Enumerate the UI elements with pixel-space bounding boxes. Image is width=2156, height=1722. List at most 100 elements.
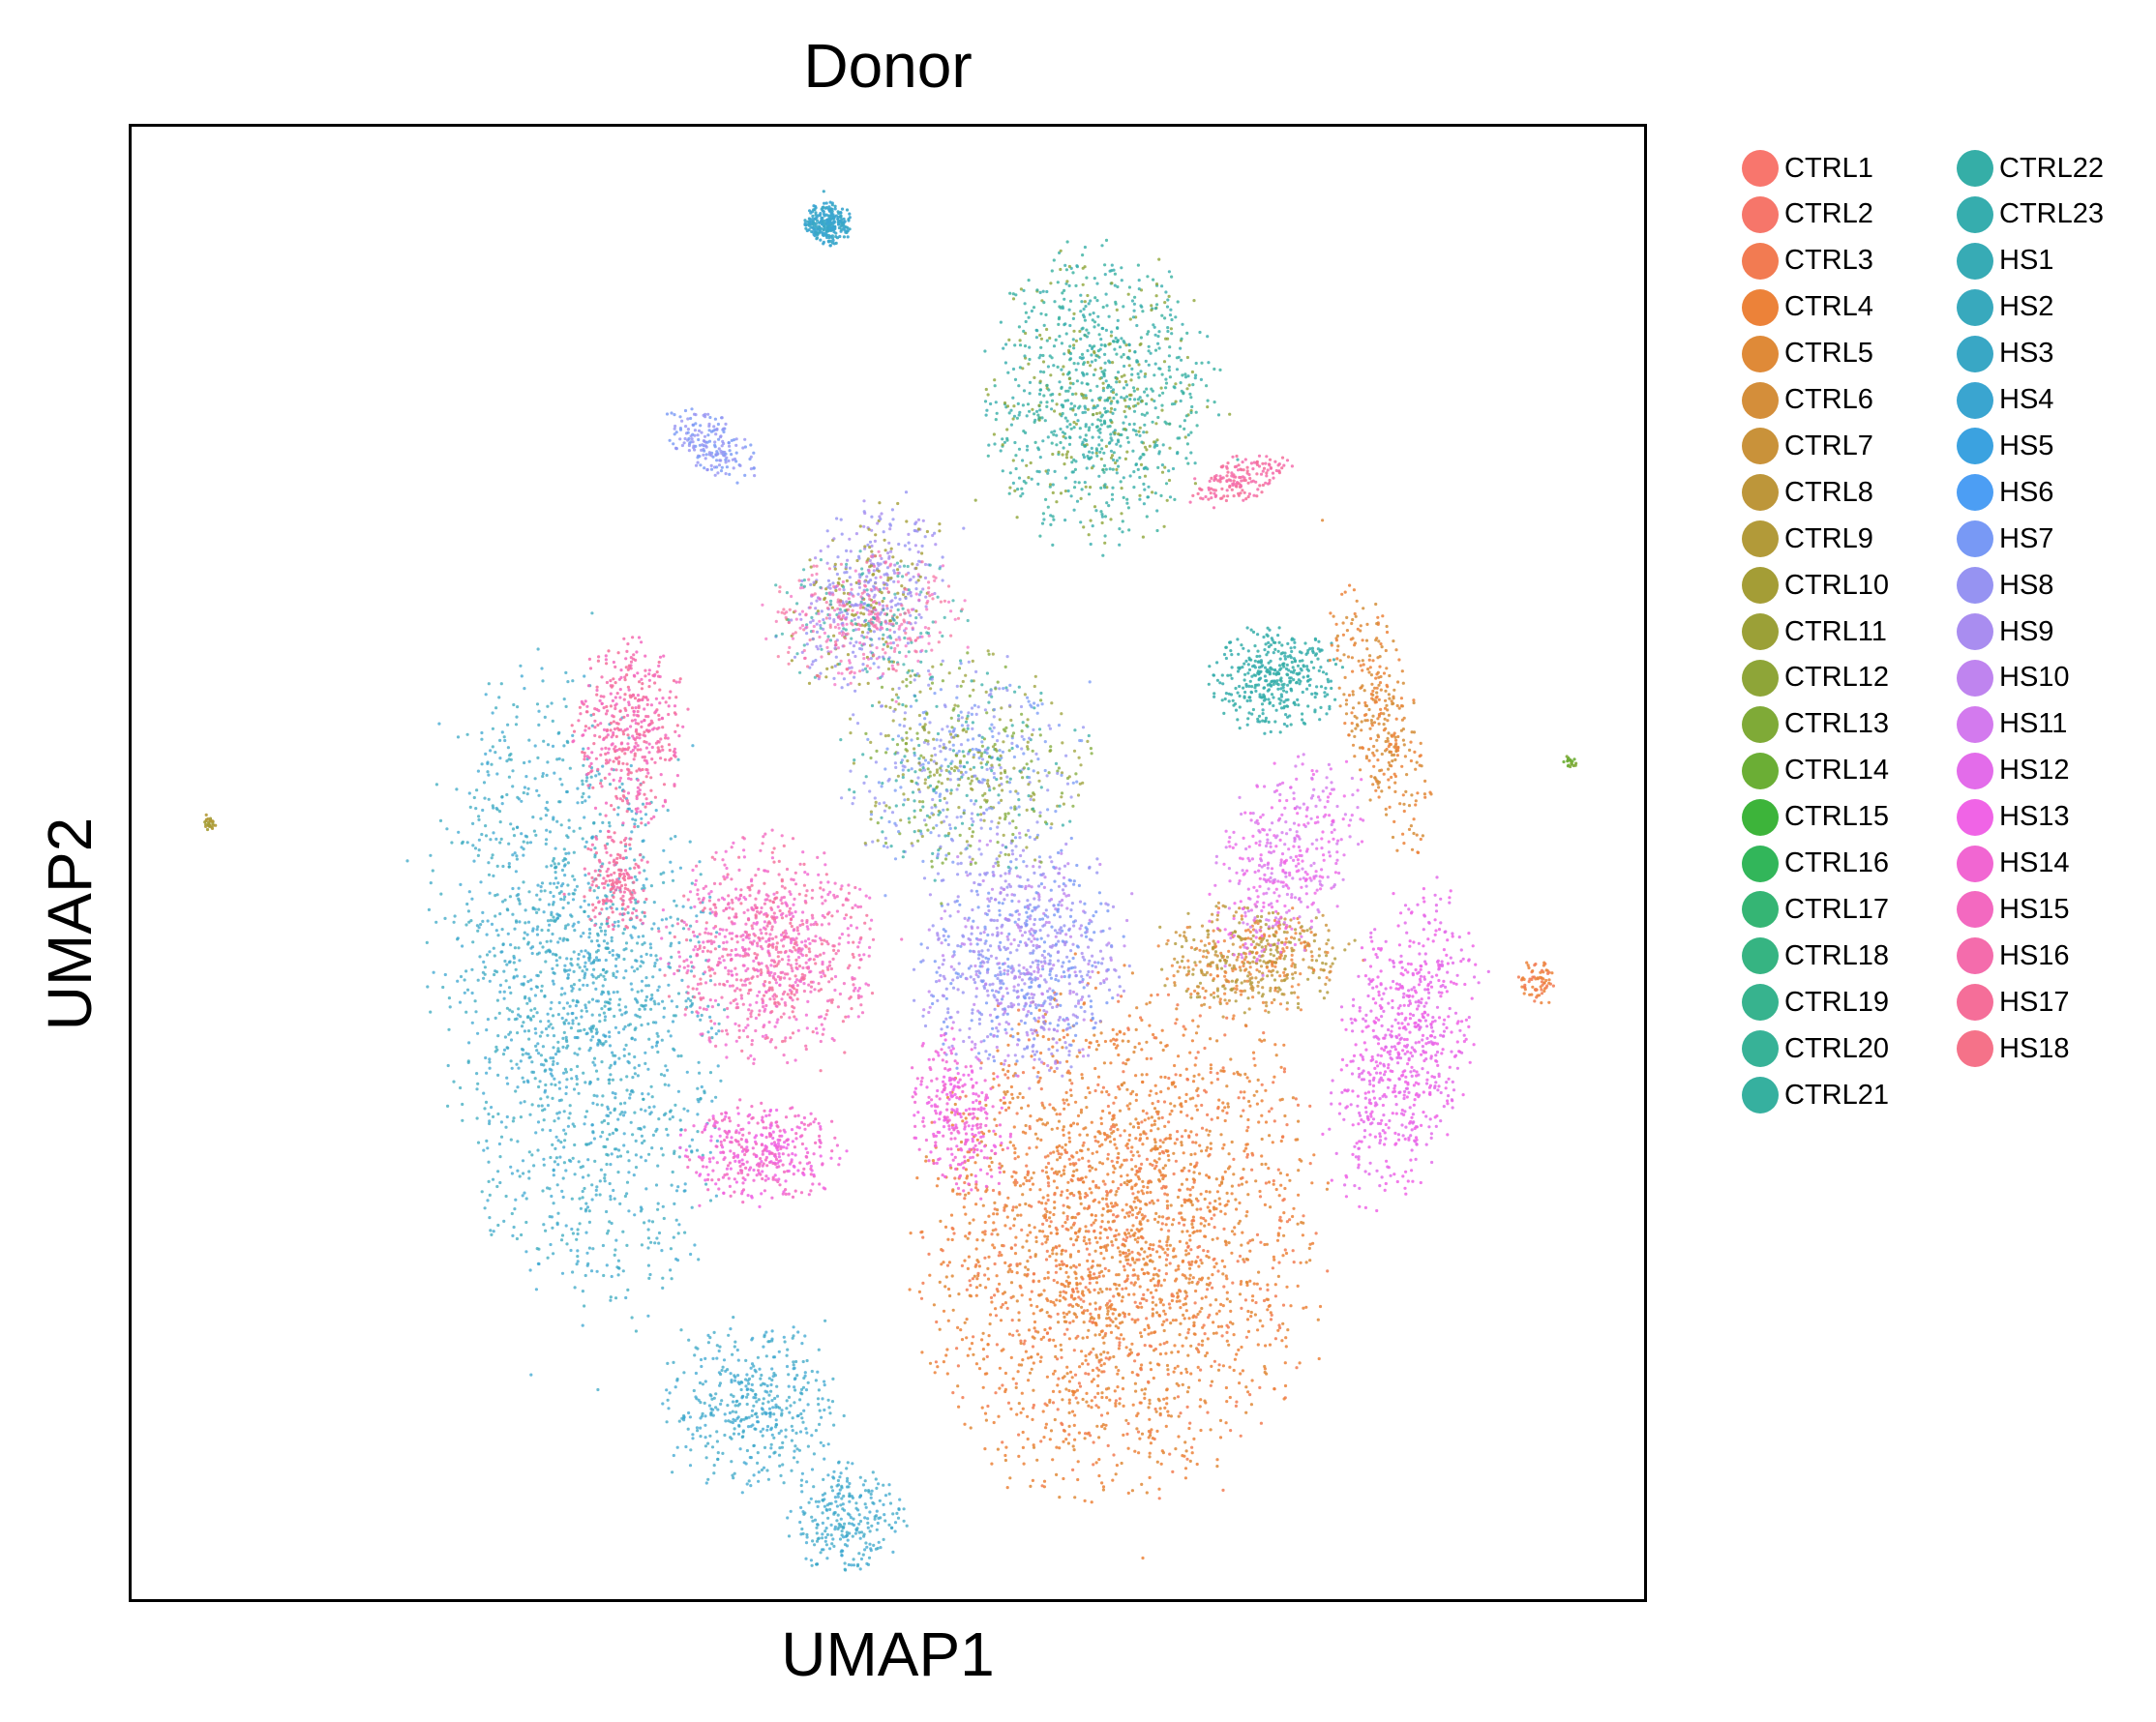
scatter-point: [601, 1094, 605, 1098]
scatter-point: [496, 934, 500, 937]
scatter-point: [699, 1416, 703, 1420]
scatter-point: [1115, 1229, 1119, 1232]
scatter-point: [1099, 1329, 1103, 1334]
scatter-point: [600, 990, 604, 994]
scatter-point: [674, 1189, 679, 1193]
scatter-point: [1140, 1213, 1144, 1217]
scatter-point: [1239, 1372, 1243, 1376]
scatter-point: [710, 1445, 715, 1449]
scatter-point: [627, 1171, 631, 1174]
scatter-point: [1117, 1347, 1121, 1351]
scatter-point: [776, 1405, 780, 1409]
scatter-point: [494, 929, 498, 933]
scatter-point: [464, 1010, 468, 1014]
scatter-point: [1051, 1401, 1056, 1405]
scatter-point: [956, 1325, 960, 1329]
scatter-point: [646, 1092, 650, 1096]
scatter-point: [676, 1232, 680, 1235]
scatter-point: [1002, 1244, 1005, 1248]
scatter-point: [1229, 1057, 1233, 1061]
scatter-point: [1063, 1165, 1066, 1169]
scatter-point: [663, 1083, 667, 1086]
scatter-point: [1101, 1488, 1105, 1492]
scatter-point: [1166, 1235, 1170, 1239]
scatter-point: [838, 215, 843, 219]
scatter-point: [595, 896, 599, 900]
scatter-point: [1160, 1115, 1164, 1119]
scatter-point: [1099, 1251, 1103, 1256]
scatter-point: [471, 844, 475, 847]
scatter-point: [630, 988, 634, 992]
scatter-point: [764, 1411, 768, 1415]
scatter-point: [1025, 1274, 1029, 1278]
scatter-point: [1187, 1277, 1191, 1281]
scatter-point: [512, 976, 516, 980]
scatter-point: [1106, 1351, 1110, 1354]
scatter-point: [1146, 1271, 1150, 1275]
scatter-point: [708, 1336, 712, 1340]
scatter-point: [1000, 1253, 1003, 1257]
scatter-point: [819, 1551, 823, 1555]
scatter-point: [1153, 1147, 1157, 1151]
scatter-point: [554, 1135, 558, 1139]
scatter-point: [552, 1059, 555, 1063]
scatter-point: [1009, 1281, 1014, 1285]
scatter-point: [1166, 993, 1171, 996]
scatter-point: [709, 1410, 713, 1414]
scatter-point: [1017, 1454, 1021, 1458]
scatter-point: [1048, 1438, 1052, 1441]
scatter-point: [609, 1007, 613, 1011]
scatter-point: [584, 961, 587, 965]
scatter-point: [1157, 1279, 1161, 1283]
scatter-point: [648, 1112, 652, 1116]
scatter-point: [864, 1505, 868, 1509]
scatter-point: [1058, 1038, 1062, 1042]
scatter-point: [690, 1149, 694, 1153]
scatter-point: [522, 1021, 525, 1024]
scatter-point: [1093, 1235, 1097, 1240]
scatter-point: [1048, 1225, 1052, 1229]
scatter-point: [482, 976, 486, 980]
scatter-point: [1008, 1141, 1012, 1144]
scatter-point: [953, 1176, 957, 1180]
scatter-point: [803, 219, 807, 223]
scatter-point: [647, 1037, 651, 1041]
scatter-point: [1142, 1271, 1146, 1275]
scatter-point: [1264, 1181, 1268, 1185]
scatter-point: [1098, 1305, 1102, 1309]
scatter-point: [643, 901, 646, 905]
scatter-point: [506, 746, 510, 750]
scatter-point: [475, 1087, 479, 1091]
scatter-point: [1100, 1481, 1104, 1485]
scatter-point: [863, 1479, 867, 1483]
scatter-point: [517, 1013, 521, 1017]
scatter-point: [1194, 1261, 1198, 1264]
scatter-point: [1295, 1366, 1299, 1370]
scatter-point: [500, 730, 504, 734]
scatter-point: [544, 1083, 548, 1087]
scatter-point: [522, 853, 525, 857]
scatter-point: [816, 1370, 820, 1374]
scatter-point: [858, 1475, 862, 1479]
scatter-point: [1116, 1385, 1120, 1389]
scatter-point: [961, 1119, 965, 1123]
scatter-point: [1134, 1173, 1138, 1176]
scatter-point: [1175, 1018, 1179, 1022]
scatter-point: [1239, 1282, 1243, 1286]
scatter-point: [630, 830, 634, 834]
scatter-point: [1148, 1451, 1152, 1455]
scatter-point: [827, 1406, 831, 1410]
scatter-point: [519, 1115, 523, 1119]
scatter-point: [1139, 1401, 1143, 1405]
scatter-point: [1235, 1352, 1239, 1356]
scatter-point: [1240, 1345, 1243, 1350]
scatter-point: [1149, 1279, 1153, 1283]
scatter-point: [1107, 1386, 1111, 1390]
scatter-point: [529, 987, 533, 991]
scatter-point: [1136, 1430, 1141, 1434]
scatter-point: [816, 231, 820, 235]
scatter-point: [634, 1329, 639, 1333]
scatter-point: [755, 1400, 759, 1404]
scatter-point: [665, 1127, 669, 1131]
scatter-point: [1057, 1377, 1061, 1381]
